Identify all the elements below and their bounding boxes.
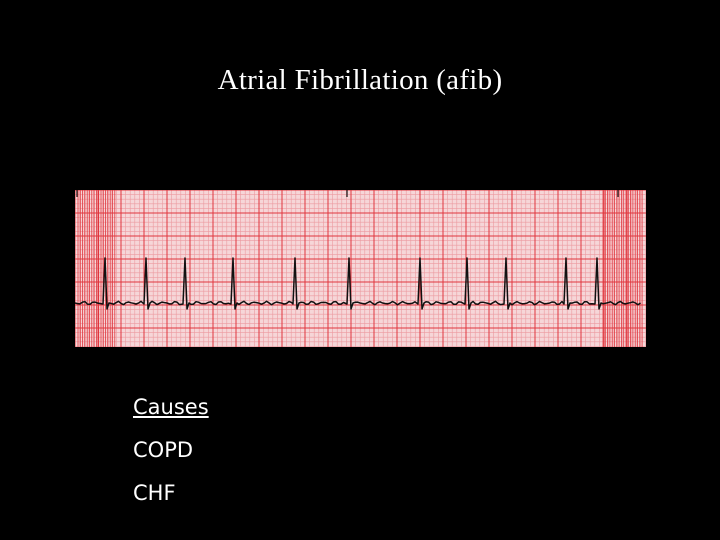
- cause-item-chf: CHF: [133, 481, 176, 505]
- ecg-grid-edge-bands: [77, 190, 643, 347]
- ecg-top-tick-marks: [76, 190, 619, 197]
- causes-list: Causes COPD CHF: [133, 392, 209, 521]
- ecg-grid-major-lines: [75, 190, 646, 347]
- causes-heading: Causes: [133, 395, 209, 419]
- slide-title: Atrial Fibrillation (afib): [217, 64, 503, 96]
- ecg-grid-minor-lines: [75, 190, 646, 347]
- ecg-strip-graphic: [75, 190, 646, 347]
- ecg-rhythm-strip: [75, 190, 646, 347]
- cause-item-copd: COPD: [133, 438, 194, 462]
- ecg-waveform-trace: [75, 257, 641, 310]
